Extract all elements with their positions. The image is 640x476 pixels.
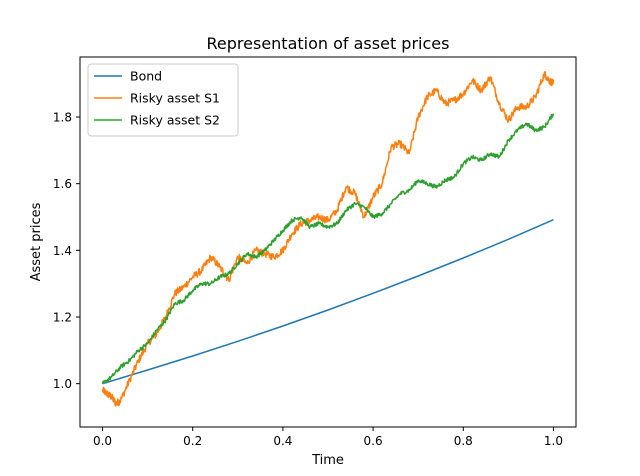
- y-tick-label: 1.2: [53, 311, 72, 325]
- y-tick-label: 1.4: [53, 244, 72, 258]
- y-tick-label: 1.6: [53, 177, 72, 191]
- x-tick-label: 0.4: [273, 434, 292, 448]
- legend-label-risky-asset-s2: Risky asset S2: [130, 113, 220, 128]
- y-axis: 1.0 1.2 1.4 1.6 1.8: [53, 111, 80, 391]
- x-tick-label: 0.8: [454, 434, 473, 448]
- plot-frame: [79, 56, 577, 428]
- series-line-risky-asset-s2: [101, 113, 555, 384]
- x-axis-title: Time: [311, 453, 344, 468]
- x-tick-label: 0.6: [364, 434, 383, 448]
- series-line-risky-asset-s1: [101, 70, 555, 407]
- legend-label-bond: Bond: [130, 69, 162, 84]
- series-line-bond: [102, 218, 554, 385]
- legend-box: [87, 63, 239, 137]
- y-tick-label: 1.8: [53, 111, 72, 125]
- legend-label-risky-asset-s1: Risky asset S1: [130, 91, 220, 106]
- x-axis: 0.0 0.2 0.4 0.6 0.8 1.0: [93, 427, 563, 448]
- y-axis-title: Asset prices: [29, 202, 44, 281]
- x-tick-label: 1.0: [544, 434, 563, 448]
- x-tick-label: 0.2: [183, 434, 202, 448]
- x-tick-label: 0.0: [93, 434, 112, 448]
- chart-title: Representation of asset prices: [207, 34, 450, 53]
- series-lines: [101, 70, 555, 407]
- legend: Bond Risky asset S1 Risky asset S2: [87, 63, 239, 137]
- y-tick-label: 1.0: [53, 377, 72, 391]
